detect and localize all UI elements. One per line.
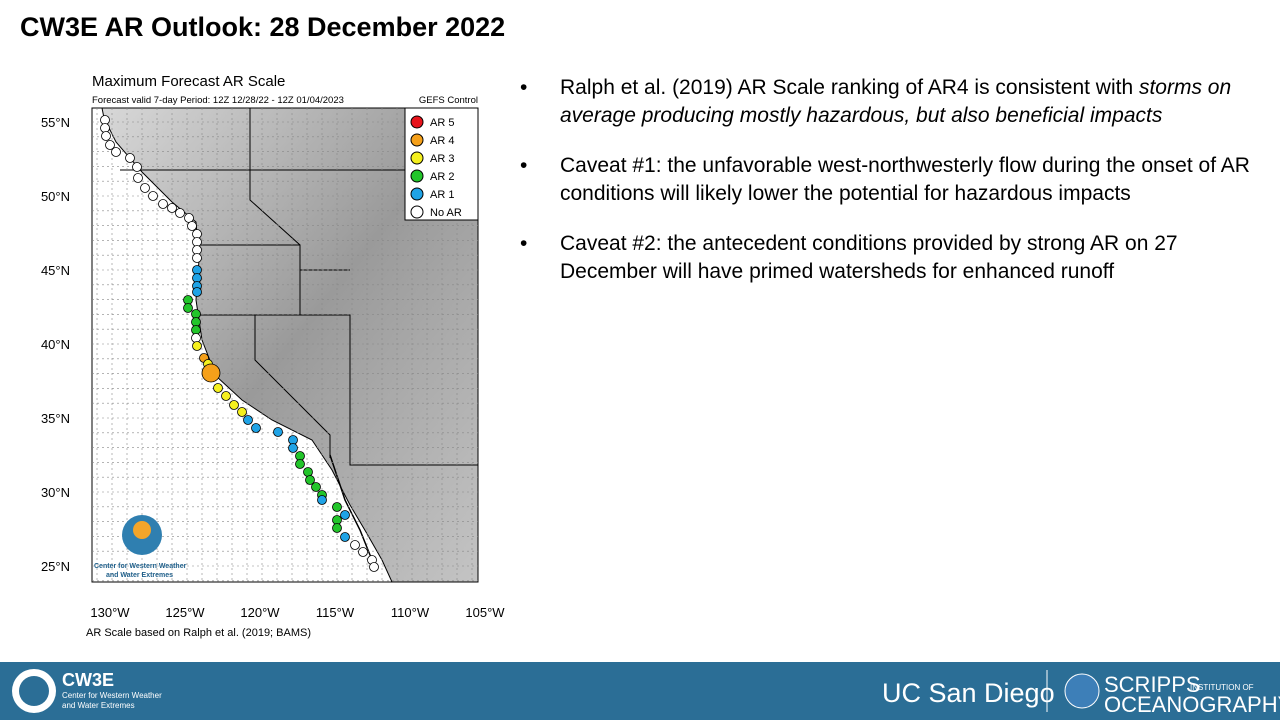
lon-label: 115°W	[316, 605, 355, 620]
ucsd-logo: UC San Diego	[882, 678, 1055, 708]
footer-logo-sub: Center for Western Weather	[62, 691, 162, 700]
legend-swatch	[410, 169, 424, 183]
ar-dot	[288, 443, 298, 453]
footer-logo-icon	[19, 676, 49, 706]
lat-label: 50°N	[41, 189, 70, 204]
ar-dot	[237, 407, 247, 417]
ar-dot	[273, 427, 283, 437]
ar-dot	[251, 423, 261, 433]
lat-label: 40°N	[41, 337, 70, 352]
ar-dot	[133, 173, 143, 183]
footer-logo: CW3E	[62, 670, 114, 690]
ar-dot	[340, 510, 350, 520]
footer-graphics: CW3E Center for Western Weather and Wate…	[12, 669, 1280, 717]
legend-swatch	[410, 205, 424, 219]
ar-dot	[100, 123, 110, 133]
ar-dot	[317, 495, 327, 505]
ar-dot	[305, 475, 315, 485]
legend-swatch	[410, 187, 424, 201]
ar-dot	[125, 153, 135, 163]
map-subtitle: Forecast valid 7-day Period: 12Z 12/28/2…	[92, 95, 344, 106]
ar-dot-max	[201, 363, 221, 383]
legend-label: AR 5	[430, 117, 454, 129]
bullet: Ralph et al. (2019) AR Scale ranking of …	[520, 74, 1260, 130]
ar-dot	[167, 203, 177, 213]
ar-dot	[243, 415, 253, 425]
ar-dot	[192, 341, 202, 351]
lon-label: 120°W	[240, 605, 280, 620]
ar-dot	[303, 467, 313, 477]
lon-label: 110°W	[391, 605, 430, 620]
ar-dot	[192, 287, 202, 297]
map-caption: AR Scale based on Ralph et al. (2019; BA…	[86, 627, 311, 639]
logo-text: and Water Extremes	[106, 572, 173, 579]
ar-dot	[192, 253, 202, 263]
ar-dot	[111, 147, 121, 157]
slide-title: CW3E AR Outlook: 28 December 2022	[20, 12, 506, 42]
map-figure: Maximum Forecast AR Scale Forecast valid…	[41, 73, 505, 639]
legend-label: AR 2	[430, 171, 454, 183]
bullet-list: Ralph et al. (2019) AR Scale ranking of …	[520, 74, 1260, 308]
legend-swatch	[410, 151, 424, 165]
legend-swatch	[410, 115, 424, 129]
lat-label: 35°N	[41, 411, 70, 426]
lon-label: 105°W	[465, 605, 505, 620]
lat-label: 30°N	[41, 485, 70, 500]
lon-label: 125°W	[165, 605, 205, 620]
state-border	[249, 108, 301, 315]
lon-label: 130°W	[90, 605, 130, 620]
scripps-logo: SCRIPPS	[1104, 672, 1201, 697]
logo-icon	[133, 521, 151, 539]
ar-dot	[369, 562, 379, 572]
ar-dot	[183, 303, 193, 313]
ar-dot	[340, 532, 350, 542]
ar-dot	[187, 221, 197, 231]
ar-dot	[105, 140, 115, 150]
state-border	[254, 315, 331, 458]
bullet-text: Caveat #1: the unfavorable west-northwes…	[560, 154, 1250, 205]
ar-dot	[140, 183, 150, 193]
ar-dot	[101, 131, 111, 141]
land	[101, 107, 479, 583]
bullet: Caveat #2: the antecedent conditions pro…	[520, 230, 1260, 286]
map-title: Maximum Forecast AR Scale	[92, 73, 285, 90]
lat-label: 55°N	[41, 115, 70, 130]
lat-label: 25°N	[41, 559, 70, 574]
legend-label: No AR	[430, 207, 462, 219]
bullet: Caveat #1: the unfavorable west-northwes…	[520, 152, 1260, 208]
lat-label: 45°N	[41, 263, 70, 278]
ar-dot	[311, 482, 321, 492]
logo-text: Center for Western Weather	[94, 563, 187, 570]
ar-dot	[221, 391, 231, 401]
bullet-text: Ralph et al. (2019) AR Scale ranking of …	[560, 76, 1139, 99]
bullet-text: Caveat #2: the antecedent conditions pro…	[560, 232, 1178, 283]
ar-dot	[191, 333, 201, 343]
scripps-sub: INSTITUTION OF	[1190, 683, 1254, 692]
state-border	[196, 314, 478, 466]
ar-dot	[358, 547, 368, 557]
ar-dot	[350, 540, 360, 550]
ar-dot	[332, 502, 342, 512]
ar-dot	[132, 162, 142, 172]
ar-dot	[229, 400, 239, 410]
scripps-main: OCEANOGRAPHY	[1104, 692, 1280, 717]
ar-dot	[158, 199, 168, 209]
ar-dot	[148, 191, 158, 201]
ar-dot	[213, 383, 223, 393]
legend-label: AR 1	[430, 189, 454, 201]
ar-dot	[175, 208, 185, 218]
ar-dot	[332, 523, 342, 533]
legend-swatch	[410, 133, 424, 147]
legend-label: AR 4	[430, 135, 454, 147]
scripps-globe	[1064, 673, 1100, 709]
footer: CW3E Center for Western Weather and Wate…	[0, 662, 1280, 720]
ar-dot	[295, 459, 305, 469]
footer-logo-sub: and Water Extremes	[62, 701, 135, 710]
legend-label: AR 3	[430, 153, 454, 165]
map-model: GEFS Control	[419, 95, 478, 106]
bullet-italic: storms on average producing mostly hazar…	[560, 76, 1232, 127]
